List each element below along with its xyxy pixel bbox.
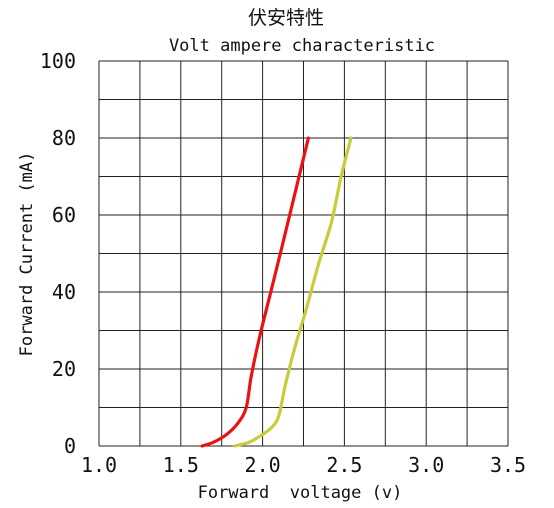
series-layer — [200, 136, 353, 448]
y-tick-label: 0 — [64, 434, 76, 458]
x-tick-label: 2.5 — [326, 453, 362, 477]
tick-labels: 1.0 1.5 2.0 2.5 3.0 3.5 0 20 40 60 80 100 — [40, 49, 526, 477]
y-tick-label: 20 — [52, 357, 76, 381]
x-tick-label: 1.0 — [81, 453, 117, 477]
series-line-2 — [233, 136, 353, 448]
y-axis-label: Forward Current (mA) — [17, 152, 37, 357]
x-axis-label: Forward voltage (v) — [198, 483, 403, 503]
x-tick-label: 1.5 — [163, 453, 199, 477]
x-tick-label: 2.0 — [245, 453, 281, 477]
y-tick-label: 100 — [40, 49, 76, 73]
chart-subtitle: Volt ampere characteristic — [169, 36, 435, 56]
series-line-1 — [200, 136, 311, 448]
x-tick-label: 3.0 — [408, 453, 444, 477]
y-tick-label: 60 — [52, 203, 76, 227]
x-tick-label: 3.5 — [490, 453, 526, 477]
grid — [98, 60, 509, 447]
y-tick-label: 80 — [52, 126, 76, 150]
y-tick-label: 40 — [52, 280, 76, 304]
chart-title: 伏安特性 — [248, 7, 324, 29]
